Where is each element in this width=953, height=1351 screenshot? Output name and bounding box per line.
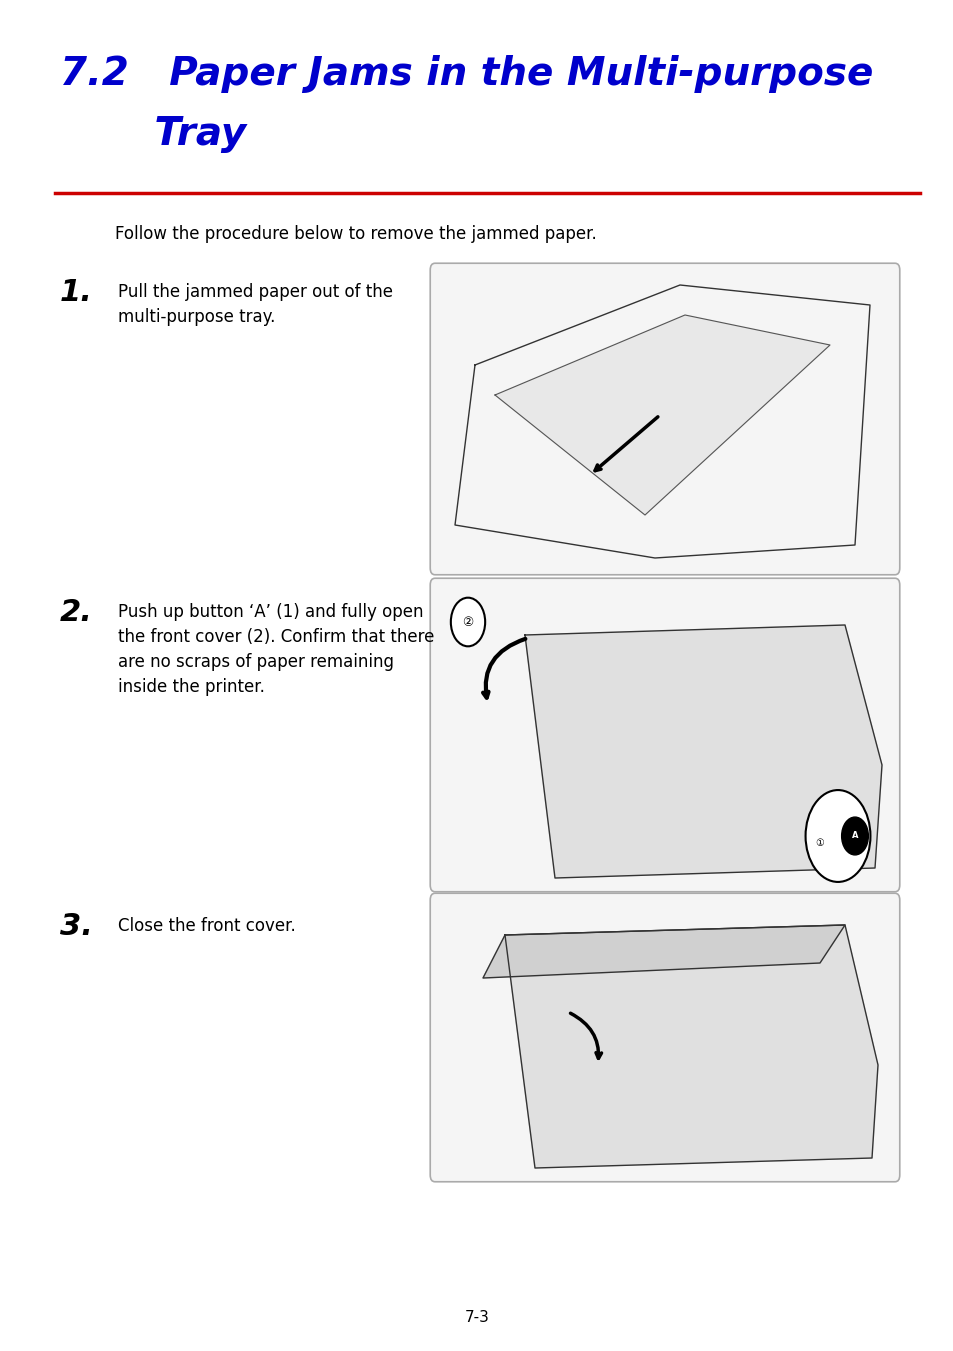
Text: ①: ① xyxy=(815,838,823,848)
Text: Tray: Tray xyxy=(60,115,246,153)
FancyBboxPatch shape xyxy=(430,893,899,1182)
Text: 7-3: 7-3 xyxy=(464,1310,489,1325)
FancyBboxPatch shape xyxy=(430,263,899,574)
Text: 2.: 2. xyxy=(60,598,92,627)
Text: Pull the jammed paper out of the
multi-purpose tray.: Pull the jammed paper out of the multi-p… xyxy=(118,282,393,326)
Text: 7.2   Paper Jams in the Multi-purpose: 7.2 Paper Jams in the Multi-purpose xyxy=(60,55,872,93)
Text: Follow the procedure below to remove the jammed paper.: Follow the procedure below to remove the… xyxy=(115,226,597,243)
Polygon shape xyxy=(482,925,844,978)
Polygon shape xyxy=(504,925,877,1169)
Polygon shape xyxy=(495,315,829,515)
Text: Close the front cover.: Close the front cover. xyxy=(118,917,295,935)
Text: ②: ② xyxy=(462,616,473,628)
Circle shape xyxy=(841,817,867,855)
Text: A: A xyxy=(851,831,858,840)
Circle shape xyxy=(804,790,869,882)
FancyBboxPatch shape xyxy=(430,578,899,892)
Polygon shape xyxy=(524,626,882,878)
Circle shape xyxy=(451,597,485,646)
Text: Push up button ‘A’ (1) and fully open
the front cover (2). Confirm that there
ar: Push up button ‘A’ (1) and fully open th… xyxy=(118,603,434,696)
Text: 1.: 1. xyxy=(60,278,92,307)
Text: 3.: 3. xyxy=(60,912,92,942)
